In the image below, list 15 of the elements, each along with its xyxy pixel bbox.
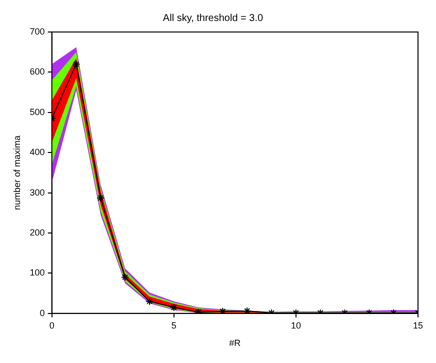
y-axis-title: number of maxima: [12, 135, 22, 210]
y-tick-label: 700: [30, 26, 45, 36]
y-tick-label: 300: [30, 187, 45, 198]
y-tick-label: 200: [30, 227, 45, 238]
x-tick-label: 15: [412, 320, 424, 330]
y-tick-label: 100: [30, 268, 45, 278]
y-tick-label: 0: [40, 308, 45, 318]
x-tick-label: 10: [290, 320, 301, 330]
chart-title: All sky, threshold = 3.0: [162, 12, 264, 24]
x-tick-label: 0: [49, 320, 54, 330]
x-tick-label: 5: [171, 320, 176, 330]
y-tick-label: 400: [30, 147, 45, 158]
x-axis-title: #R: [229, 338, 242, 348]
y-tick-label: 500: [30, 106, 45, 117]
y-tick-label: 600: [30, 66, 45, 77]
